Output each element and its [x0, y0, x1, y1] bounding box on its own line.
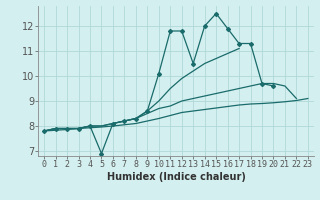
X-axis label: Humidex (Indice chaleur): Humidex (Indice chaleur) — [107, 172, 245, 182]
